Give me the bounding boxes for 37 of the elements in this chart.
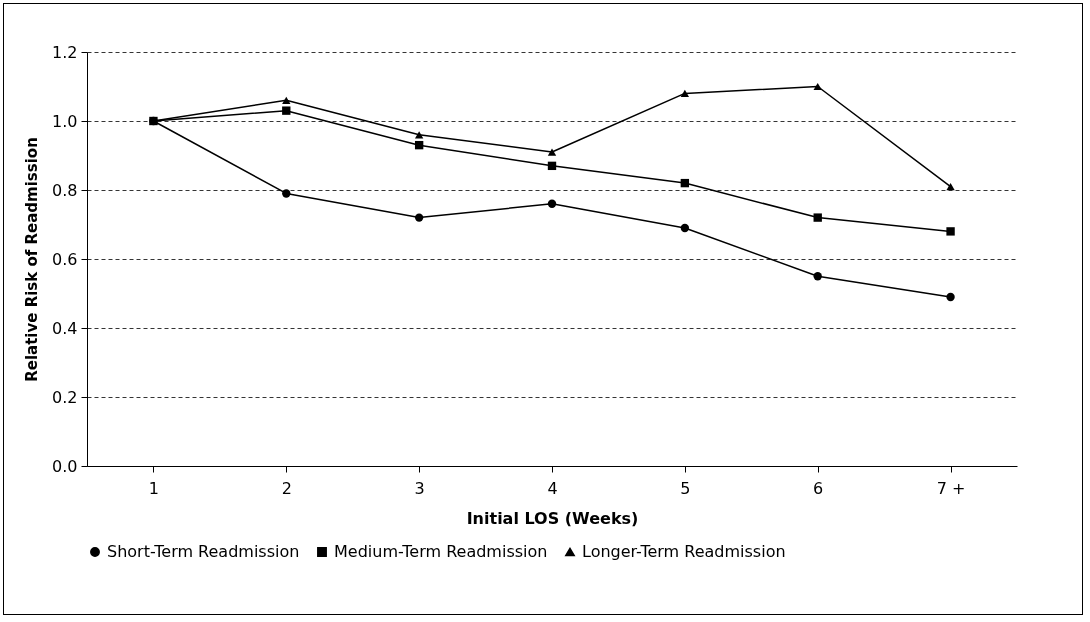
x-tick-label: 7 + — [936, 478, 966, 498]
y-tick-label: 0.6 — [52, 249, 78, 269]
point — [282, 106, 291, 115]
x-tick-label: 3 — [414, 478, 425, 498]
x-tick-label: 1 — [148, 478, 160, 498]
legend-label: Longer-Term Readmission — [582, 542, 786, 561]
point — [414, 140, 424, 150]
point — [813, 82, 822, 91]
legend-label: Medium-Term Readmission — [334, 542, 548, 561]
point — [680, 89, 690, 98]
x-axis-title: Initial LOS (Weeks) — [466, 508, 639, 528]
point — [414, 131, 424, 139]
y-tick-label: 0.2 — [52, 387, 78, 407]
point — [813, 213, 822, 222]
x-tick-label: 6 — [813, 478, 824, 498]
y-tick-label: 0.8 — [52, 180, 78, 200]
y-axis-title: Relative Risk of Readmission — [23, 137, 42, 382]
y-tick-label: 1.2 — [52, 42, 78, 62]
x-tick-label: 2 — [281, 478, 292, 498]
point — [946, 227, 955, 236]
y-tick-label: 1.0 — [52, 111, 78, 131]
x-tick-label: 4 — [547, 478, 558, 498]
x-tick-label: 5 — [680, 478, 691, 498]
point — [547, 148, 557, 156]
point — [414, 213, 424, 222]
point — [547, 161, 557, 171]
point — [547, 199, 557, 208]
point — [680, 223, 690, 233]
point — [813, 272, 822, 281]
y-tick-label: 0.0 — [52, 456, 78, 476]
point — [680, 178, 690, 188]
y-tick-label: 0.4 — [52, 318, 78, 338]
point — [282, 96, 291, 104]
point — [282, 189, 291, 198]
point — [946, 182, 955, 191]
legend-label: Short-Term Readmission — [107, 542, 300, 561]
point — [946, 292, 955, 302]
